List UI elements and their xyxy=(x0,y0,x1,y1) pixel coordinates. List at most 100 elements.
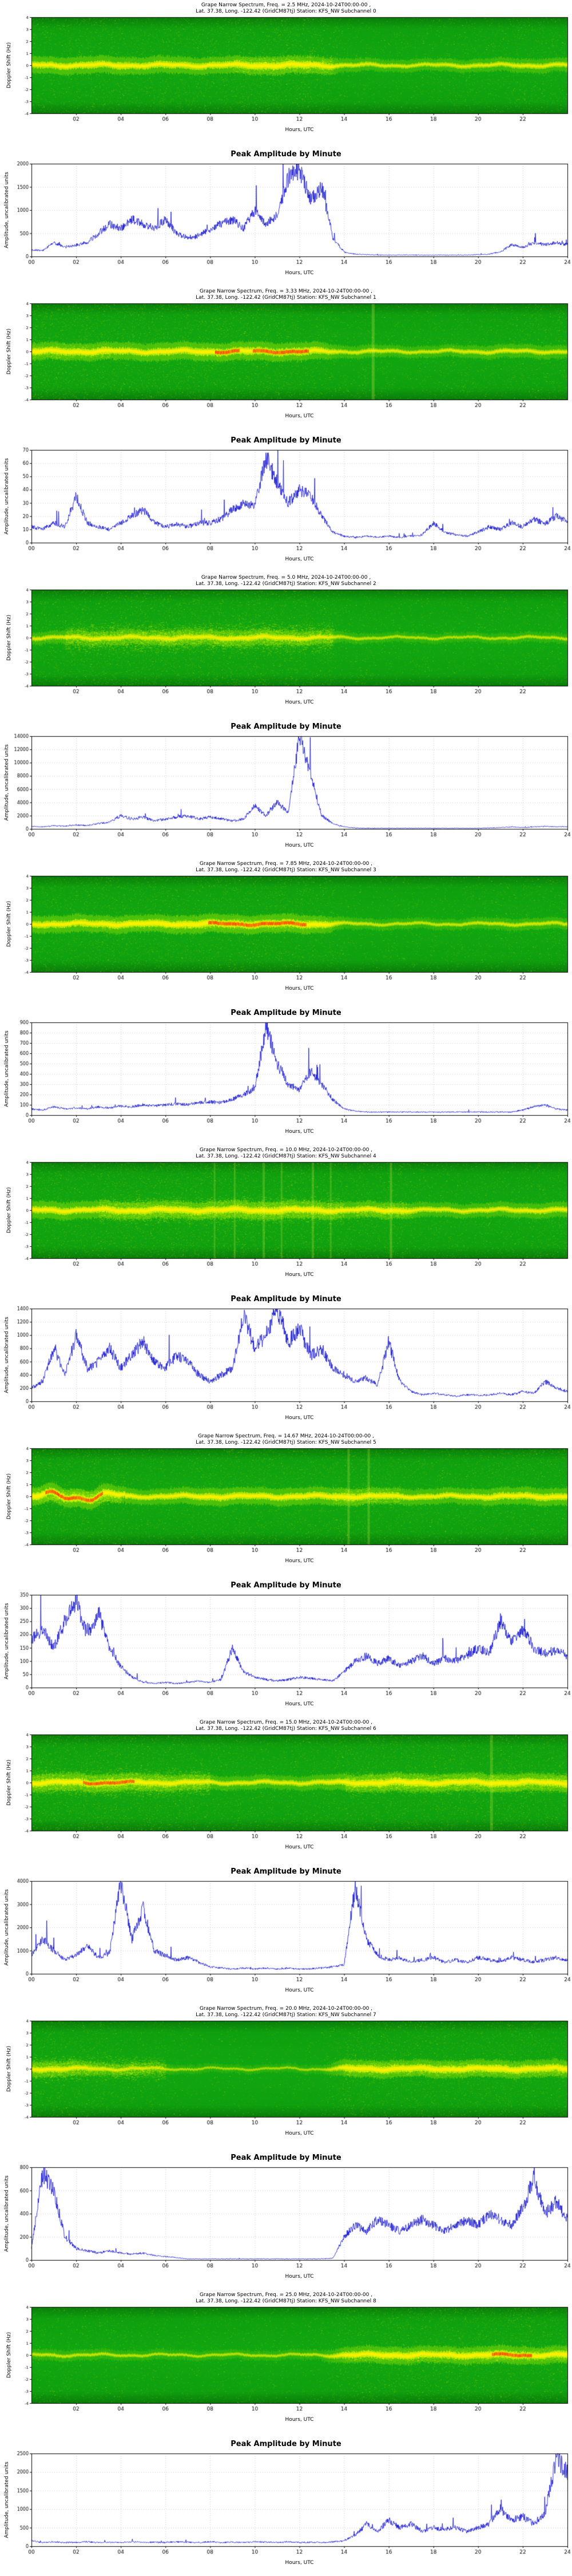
line-plot-canvas xyxy=(0,1288,572,1431)
x-axis-label: Hours, UTC xyxy=(285,270,314,276)
peak-amplitude-chart-subchannel-3: Peak Amplitude by Minute Amplitude, uncal… xyxy=(0,1002,572,1145)
x-axis-label: Hours, UTC xyxy=(285,2417,314,2423)
line-plot-canvas xyxy=(0,1574,572,1717)
peak-amplitude-chart-subchannel-6: Peak Amplitude by Minute Amplitude, uncal… xyxy=(0,1860,572,2004)
y-axis-label: Doppler Shift (Hz) xyxy=(6,1473,12,1520)
chart-title-line2: Lat. 37.38, Long. -122.42 (GridCM87tj) S… xyxy=(196,2298,376,2304)
chart-title-line2: Lat. 37.38, Long. -122.42 (GridCM87tj) S… xyxy=(196,1153,376,1159)
x-axis-label: Hours, UTC xyxy=(285,2560,314,2566)
spectrogram-plot-canvas xyxy=(0,2004,572,2147)
x-axis-label: Hours, UTC xyxy=(285,1844,314,1850)
chart-title-line1: Grape Narrow Spectrum, Freq. = 5.0 MHz, … xyxy=(201,575,371,580)
spectrogram-plot-canvas xyxy=(0,0,572,143)
spectrogram-subchannel-5: Grape Narrow Spectrum, Freq. = 14.67 MHz… xyxy=(0,1431,572,1574)
peak-amplitude-chart-subchannel-4: Peak Amplitude by Minute Amplitude, uncal… xyxy=(0,1288,572,1431)
x-axis-label: Hours, UTC xyxy=(285,2274,314,2279)
chart-title-line2: Lat. 37.38, Long. -122.42 (GridCM87tj) S… xyxy=(196,295,376,301)
y-axis-label: Amplitude, uncalibrated units xyxy=(4,172,10,248)
chart-title: Peak Amplitude by Minute xyxy=(231,436,341,445)
peak-amplitude-chart-subchannel-7: Peak Amplitude by Minute Amplitude, uncal… xyxy=(0,2147,572,2290)
chart-title-line1: Grape Narrow Spectrum, Freq. = 20.0 MHz,… xyxy=(199,2006,373,2012)
spectrogram-plot-canvas xyxy=(0,1145,572,1288)
chart-title-line1: Grape Narrow Spectrum, Freq. = 3.33 MHz,… xyxy=(199,289,373,294)
chart-title: Peak Amplitude by Minute xyxy=(231,150,341,159)
x-axis-label: Hours, UTC xyxy=(285,1988,314,1993)
x-axis-label: Hours, UTC xyxy=(285,1558,314,1564)
peak-amplitude-chart-subchannel-1: Peak Amplitude by Minute Amplitude, uncal… xyxy=(0,429,572,572)
spectrogram-subchannel-8: Grape Narrow Spectrum, Freq. = 25.0 MHz,… xyxy=(0,2290,572,2433)
x-axis-label: Hours, UTC xyxy=(285,1701,314,1707)
y-axis-label: Doppler Shift (Hz) xyxy=(6,328,12,375)
spectrogram-subchannel-6: Grape Narrow Spectrum, Freq. = 15.0 MHz,… xyxy=(0,1717,572,1860)
chart-title-line2: Lat. 37.38, Long. -122.42 (GridCM87tj) S… xyxy=(196,1440,376,1445)
y-axis-label: Amplitude, uncalibrated units xyxy=(4,1603,10,1680)
x-axis-label: Hours, UTC xyxy=(285,1129,314,1135)
peak-amplitude-chart-subchannel-8: Peak Amplitude by Minute Amplitude, uncal… xyxy=(0,2433,572,2576)
chart-title-line1: Grape Narrow Spectrum, Freq. = 2.5 MHz, … xyxy=(201,2,371,8)
y-axis-label: Amplitude, uncalibrated units xyxy=(4,744,10,821)
spectrogram-plot-canvas xyxy=(0,286,572,429)
y-axis-label: Doppler Shift (Hz) xyxy=(6,1759,12,1806)
y-axis-label: Amplitude, uncalibrated units xyxy=(4,2462,10,2538)
x-axis-label: Hours, UTC xyxy=(285,700,314,705)
y-axis-label: Amplitude, uncalibrated units xyxy=(4,1030,10,1107)
chart-title-line2: Lat. 37.38, Long. -122.42 (GridCM87tj) S… xyxy=(196,581,376,587)
x-axis-label: Hours, UTC xyxy=(285,986,314,991)
y-axis-label: Doppler Shift (Hz) xyxy=(6,42,12,89)
y-axis-label: Doppler Shift (Hz) xyxy=(6,2045,12,2092)
line-plot-canvas xyxy=(0,2147,572,2290)
spectrogram-plot-canvas xyxy=(0,1717,572,1860)
chart-title: Peak Amplitude by Minute xyxy=(231,2154,341,2162)
y-axis-label: Amplitude, uncalibrated units xyxy=(4,2175,10,2252)
x-axis-label: Hours, UTC xyxy=(285,2131,314,2136)
x-axis-label: Hours, UTC xyxy=(285,556,314,562)
chart-title: Peak Amplitude by Minute xyxy=(231,1581,341,1590)
x-axis-label: Hours, UTC xyxy=(285,1272,314,1278)
spectrogram-subchannel-0: Grape Narrow Spectrum, Freq. = 2.5 MHz, … xyxy=(0,0,572,143)
peak-amplitude-chart-subchannel-2: Peak Amplitude by Minute Amplitude, uncal… xyxy=(0,716,572,859)
spectrogram-subchannel-1: Grape Narrow Spectrum, Freq. = 3.33 MHz,… xyxy=(0,286,572,429)
line-plot-canvas xyxy=(0,1002,572,1145)
spectrogram-subchannel-4: Grape Narrow Spectrum, Freq. = 10.0 MHz,… xyxy=(0,1145,572,1288)
chart-title-line2: Lat. 37.38, Long. -122.42 (GridCM87tj) S… xyxy=(196,867,376,873)
chart-title-line2: Lat. 37.38, Long. -122.42 (GridCM87tj) S… xyxy=(196,1726,376,1732)
spectrogram-plot-canvas xyxy=(0,859,572,1002)
chart-title: Peak Amplitude by Minute xyxy=(231,2440,341,2448)
spectrogram-subchannel-2: Grape Narrow Spectrum, Freq. = 5.0 MHz, … xyxy=(0,572,572,716)
y-axis-label: Amplitude, uncalibrated units xyxy=(4,1317,10,1393)
chart-title-line2: Lat. 37.38, Long. -122.42 (GridCM87tj) S… xyxy=(196,2012,376,2018)
y-axis-label: Amplitude, uncalibrated units xyxy=(4,1889,10,1966)
chart-title-line1: Grape Narrow Spectrum, Freq. = 7.85 MHz,… xyxy=(199,861,373,867)
line-plot-canvas xyxy=(0,1860,572,2004)
chart-title: Peak Amplitude by Minute xyxy=(231,722,341,731)
line-plot-canvas xyxy=(0,143,572,286)
y-axis-label: Doppler Shift (Hz) xyxy=(6,1187,12,1234)
x-axis-label: Hours, UTC xyxy=(285,127,314,133)
chart-title-line1: Grape Narrow Spectrum, Freq. = 14.67 MHz… xyxy=(198,1433,374,1439)
spectrogram-subchannel-7: Grape Narrow Spectrum, Freq. = 20.0 MHz,… xyxy=(0,2004,572,2147)
peak-amplitude-chart-subchannel-0: Peak Amplitude by Minute Amplitude, uncal… xyxy=(0,143,572,286)
line-plot-canvas xyxy=(0,2433,572,2576)
chart-title-line1: Grape Narrow Spectrum, Freq. = 15.0 MHz,… xyxy=(199,1720,373,1725)
y-axis-label: Amplitude, uncalibrated units xyxy=(4,458,10,535)
line-plot-canvas xyxy=(0,716,572,859)
x-axis-label: Hours, UTC xyxy=(285,843,314,848)
chart-title-line1: Grape Narrow Spectrum, Freq. = 10.0 MHz,… xyxy=(199,1147,373,1153)
spectrogram-subchannel-3: Grape Narrow Spectrum, Freq. = 7.85 MHz,… xyxy=(0,859,572,1002)
y-axis-label: Doppler Shift (Hz) xyxy=(6,900,12,947)
chart-title-line1: Grape Narrow Spectrum, Freq. = 25.0 MHz,… xyxy=(199,2292,373,2298)
spectrogram-plot-canvas xyxy=(0,1431,572,1574)
chart-title: Peak Amplitude by Minute xyxy=(231,1295,341,1303)
peak-amplitude-chart-subchannel-5: Peak Amplitude by Minute Amplitude, uncal… xyxy=(0,1574,572,1717)
chart-title: Peak Amplitude by Minute xyxy=(231,1867,341,1876)
spectrogram-plot-canvas xyxy=(0,572,572,716)
y-axis-label: Doppler Shift (Hz) xyxy=(6,614,12,661)
line-plot-canvas xyxy=(0,429,572,572)
x-axis-label: Hours, UTC xyxy=(285,1415,314,1421)
x-axis-label: Hours, UTC xyxy=(285,413,314,419)
spectrogram-plot-canvas xyxy=(0,2290,572,2433)
chart-title: Peak Amplitude by Minute xyxy=(231,1009,341,1017)
y-axis-label: Doppler Shift (Hz) xyxy=(6,2332,12,2379)
chart-title-line2: Lat. 37.38, Long. -122.42 (GridCM87tj) S… xyxy=(196,9,376,14)
